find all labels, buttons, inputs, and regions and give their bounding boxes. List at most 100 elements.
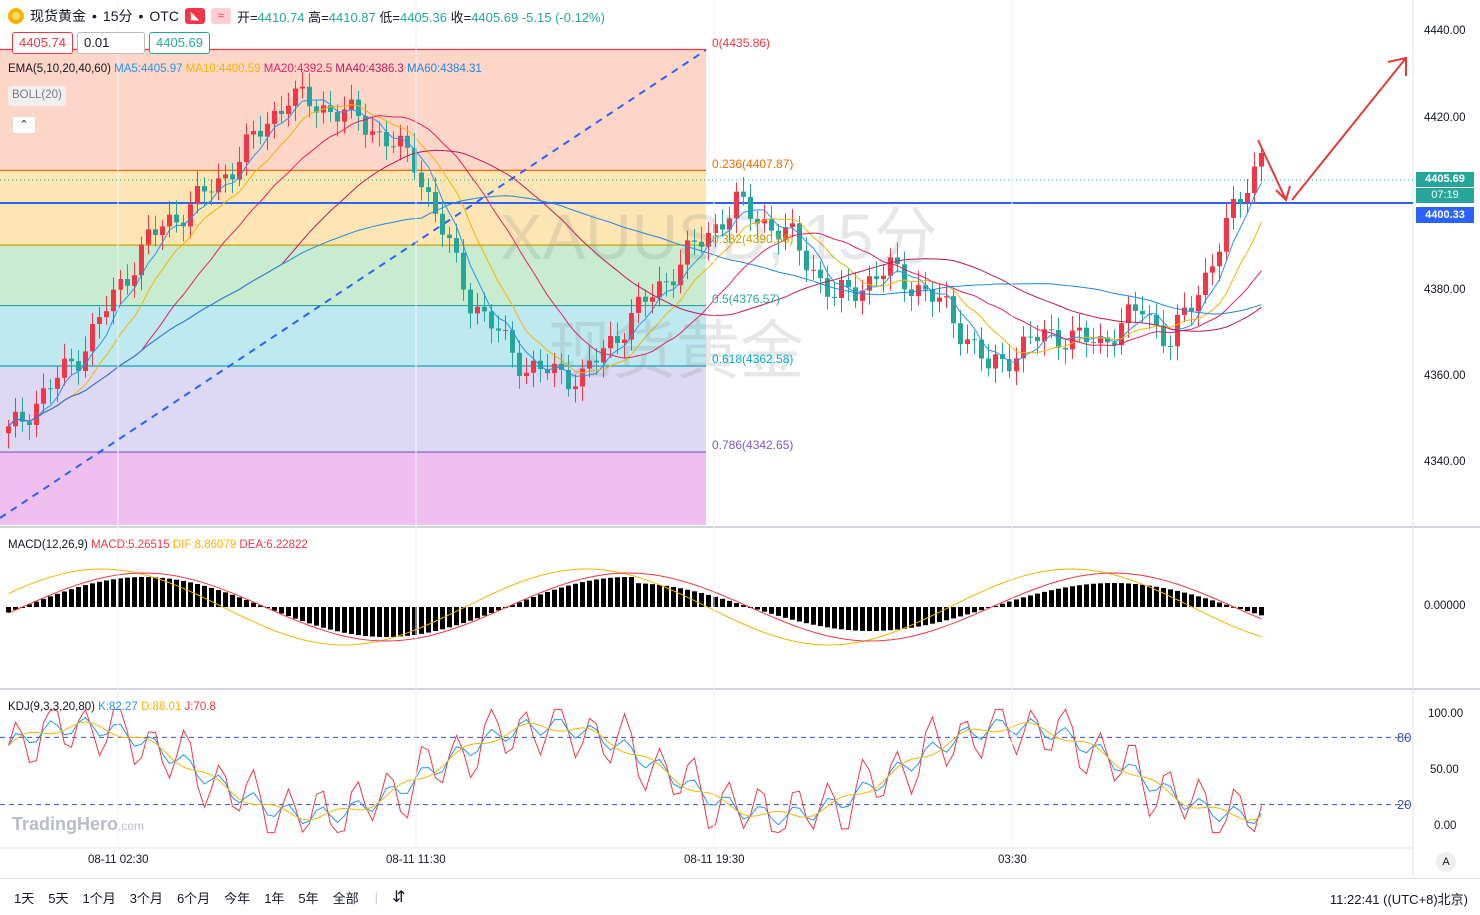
- candle-body: [34, 403, 39, 425]
- macd-bar: [321, 607, 326, 628]
- candle-body: [972, 339, 977, 341]
- kdj-level-20: 20: [1397, 797, 1412, 812]
- macd-bar: [356, 607, 361, 636]
- fib-zone: [0, 170, 706, 246]
- macd-bar: [734, 602, 739, 607]
- flag-icon[interactable]: ◣: [184, 8, 205, 24]
- macd-bar: [377, 607, 382, 637]
- macd-bar: [727, 600, 732, 607]
- candle-body: [370, 131, 375, 135]
- candle-body: [594, 360, 599, 363]
- kdj-legend[interactable]: KDJ(9,3,3,20,80) K:82.27 D:88.01 J:70.8: [8, 701, 216, 713]
- fib-label-0: 0(4435.86): [712, 36, 771, 50]
- interval[interactable]: 15分: [102, 8, 133, 24]
- macd-bar: [776, 607, 781, 616]
- quantity-input[interactable]: 0.01: [77, 32, 145, 54]
- macd-bar: [153, 577, 158, 607]
- candle-body: [1126, 304, 1131, 324]
- macd-bar: [741, 605, 746, 607]
- countdown-tag: 07:19: [1416, 188, 1474, 203]
- candle-body: [629, 313, 634, 340]
- candle-body: [769, 219, 774, 231]
- macd-bar: [167, 578, 172, 607]
- macd-legend[interactable]: MACD(12,26,9) MACD:5.26515 DIF:8.86079 D…: [8, 539, 308, 551]
- candle-body: [1154, 314, 1159, 326]
- macd-bar: [860, 607, 865, 631]
- collapse-legend-button[interactable]: ⌃: [12, 116, 36, 134]
- macd-bar: [517, 602, 522, 607]
- macd-bar: [1196, 596, 1201, 607]
- range-ytd[interactable]: 今年: [224, 890, 251, 906]
- macd-bar: [482, 607, 487, 616]
- sell-price-box[interactable]: 4405.74: [12, 32, 73, 54]
- auto-scale-button[interactable]: A: [1436, 852, 1456, 872]
- candle-body: [258, 130, 263, 137]
- macd-bar: [636, 583, 641, 607]
- time-axis-label: 03:30: [998, 854, 1027, 866]
- candle-body: [1196, 295, 1201, 312]
- price-axis-label: 4440.00: [1424, 25, 1466, 37]
- candle-body: [300, 86, 305, 89]
- macd-bar: [13, 607, 18, 610]
- candle-body: [118, 279, 123, 290]
- candle-body: [1042, 329, 1047, 342]
- candle-body: [699, 241, 704, 247]
- candle-body: [979, 339, 984, 359]
- macd-bar: [461, 607, 466, 624]
- calendar-compare-icon[interactable]: ⇵: [392, 889, 406, 906]
- fib-label-618: 0.618(4362.58): [712, 352, 794, 366]
- range-1d[interactable]: 1天: [14, 890, 35, 906]
- macd-bar: [566, 585, 571, 607]
- macd-bar: [832, 607, 837, 629]
- candle-body: [1112, 342, 1117, 346]
- candle-body: [930, 289, 935, 302]
- wave-icon[interactable]: ≈: [210, 8, 231, 24]
- candle-body: [545, 369, 550, 374]
- range-5y[interactable]: 5年: [298, 890, 319, 906]
- candle-body: [734, 191, 739, 219]
- range-all[interactable]: 全部: [332, 890, 359, 906]
- separator: •: [92, 8, 97, 24]
- macd-bar: [426, 607, 431, 633]
- fib-label-5: 0.5(4376.57): [712, 292, 781, 306]
- range-1y[interactable]: 1年: [264, 890, 285, 906]
- exchange: OTC: [149, 8, 179, 24]
- candle-body: [489, 311, 494, 329]
- macd-bar: [1217, 602, 1222, 607]
- candle-body: [167, 214, 172, 227]
- range-3m[interactable]: 3个月: [129, 890, 163, 906]
- boll-legend[interactable]: BOLL(20): [8, 86, 66, 106]
- clock-readout[interactable]: 11:22:41 ((UTC+8)北京): [1329, 892, 1468, 907]
- range-1m[interactable]: 1个月: [82, 890, 116, 906]
- macd-bar: [839, 607, 844, 630]
- macd-bar: [118, 578, 123, 607]
- macd-bar: [405, 607, 410, 636]
- candle-body: [1217, 251, 1222, 267]
- candle-body: [685, 240, 690, 265]
- arrow-down-line: [1257, 139, 1287, 201]
- candle-body: [426, 187, 431, 193]
- macd-bar: [1231, 606, 1236, 608]
- range-6m[interactable]: 6个月: [176, 890, 211, 906]
- macd-bar: [594, 579, 599, 607]
- candle-body: [1084, 327, 1089, 343]
- macd-bar: [251, 602, 256, 607]
- time-axis-label: 08-11 19:30: [684, 854, 745, 866]
- macd-bar: [447, 607, 452, 628]
- candle-body: [986, 358, 991, 369]
- macd-bar: [363, 607, 368, 636]
- candle-body: [1049, 329, 1054, 331]
- ema-legend[interactable]: EMA(5,10,20,40,60) MA5:4405.97 MA10:4400…: [8, 63, 482, 75]
- candle-body: [671, 281, 676, 286]
- candle-body: [1119, 323, 1124, 346]
- macd-bar: [706, 594, 711, 607]
- symbol-name[interactable]: 现货黄金: [30, 8, 86, 24]
- candle-body: [741, 191, 746, 197]
- bottom-toolbar: 1天 5天 1个月 3个月 6个月 今年 1年 5年 全部 | ⇵ 11:22:…: [0, 878, 1480, 915]
- macd-bar: [1056, 588, 1061, 607]
- buy-price-box[interactable]: 4405.69: [149, 32, 210, 54]
- macd-bar: [909, 607, 914, 628]
- macd-bar: [986, 607, 991, 609]
- range-5d[interactable]: 5天: [48, 890, 69, 906]
